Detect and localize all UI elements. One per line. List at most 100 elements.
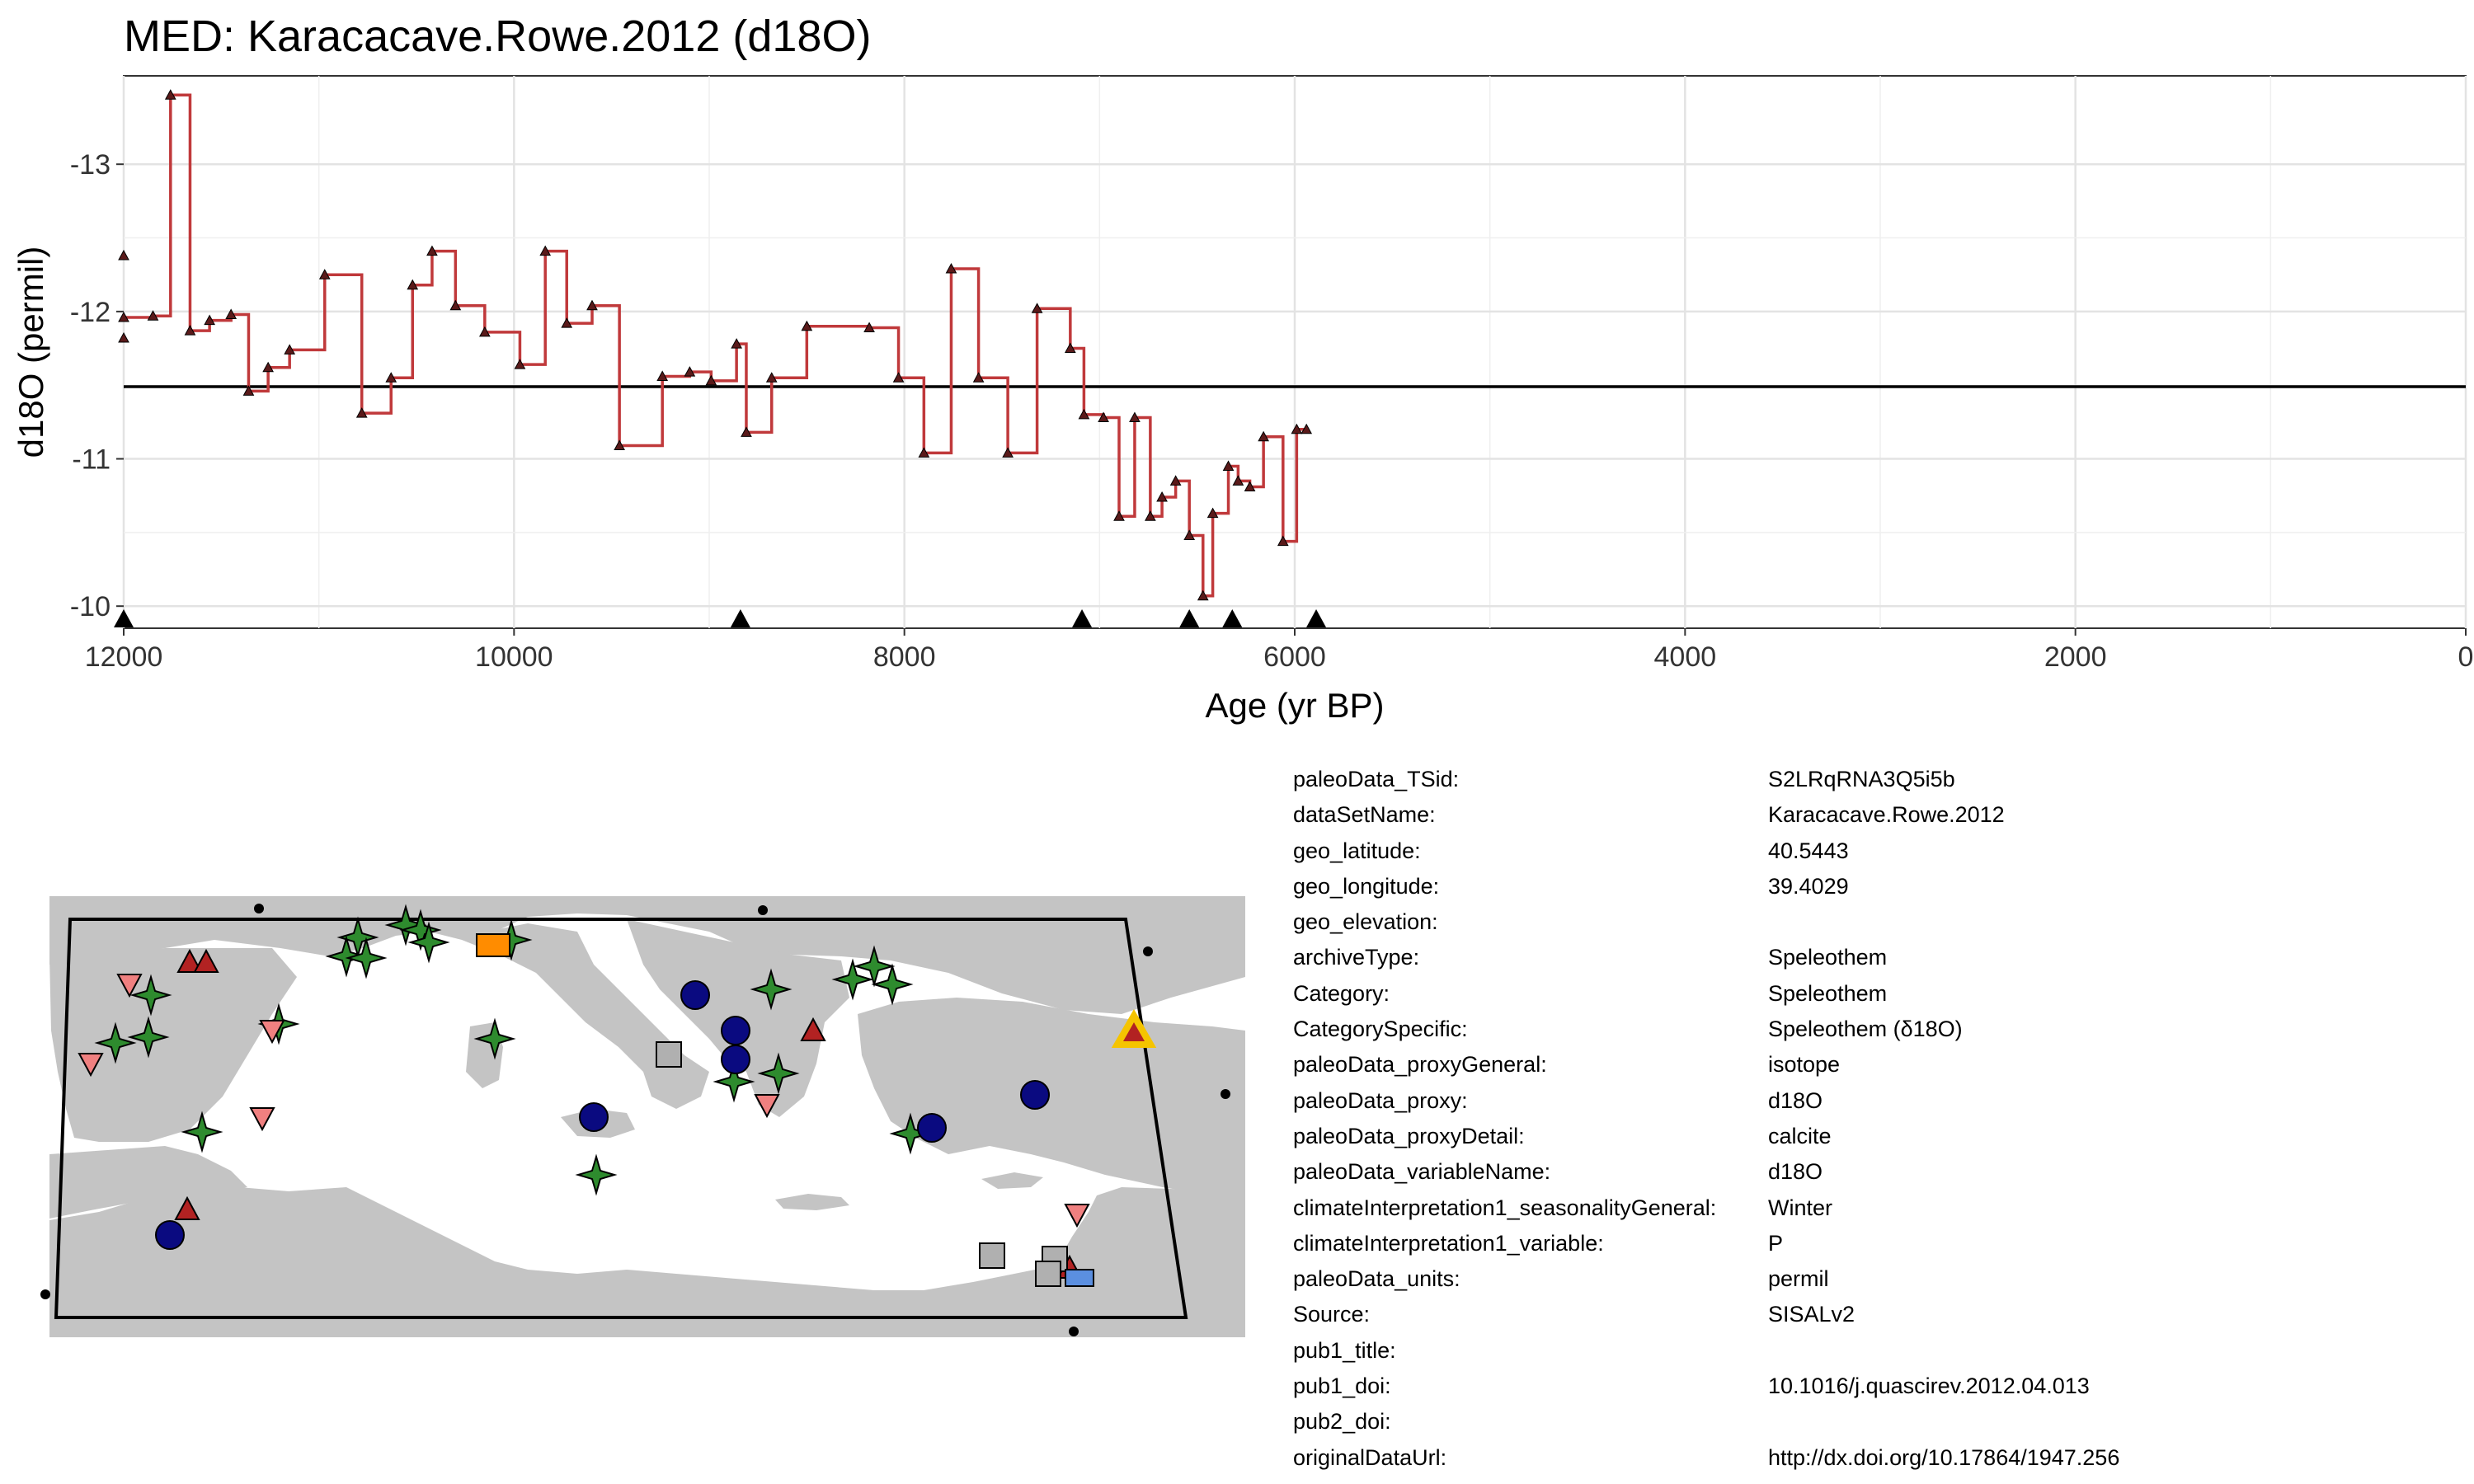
data-series (124, 93, 2466, 598)
data-point (147, 310, 159, 321)
data-point (184, 325, 196, 336)
data-point (1169, 475, 1182, 486)
site-circle (579, 1102, 609, 1132)
data-point (539, 245, 552, 256)
data-point (262, 361, 274, 373)
x-tick-label: 8000 (873, 641, 936, 673)
metadata-key: paleoData_TSid: (1293, 767, 1460, 791)
metadata-value: S2LRqRNA3Q5i5b (1768, 767, 1955, 791)
site-circle (1020, 1080, 1050, 1110)
metadata-value: 39.4029 (1768, 873, 1849, 899)
data-point (118, 331, 129, 343)
data-point (1156, 491, 1168, 502)
metadata-key: pub1_doi: (1293, 1374, 1391, 1399)
site-triangle-down (754, 1094, 780, 1119)
site-circle (917, 1113, 947, 1143)
metadata-value: d18O (1768, 1159, 1823, 1185)
metadata-key: originalDataUrl: (1293, 1444, 1447, 1470)
site-highlight-triangle-core (1123, 1022, 1145, 1041)
site-square (979, 1242, 1005, 1269)
series-step-line (124, 93, 1307, 598)
metadata-key: paleoData_proxyGeneral: (1293, 1052, 1547, 1078)
data-point (1002, 447, 1014, 458)
data-point (586, 299, 598, 311)
age-control-marker (1222, 609, 1243, 627)
age-control-marker (1179, 609, 1200, 627)
land-north-africa-west (49, 1146, 247, 1219)
data-point (741, 426, 752, 437)
metadata-value: permil (1768, 1266, 1829, 1292)
time-series-plot: 12000 10000 8000 6000 4000 2000 0 -13 -12 -11 -10 (70, 75, 2474, 673)
data-point (918, 447, 930, 458)
x-tick-label: 12000 (85, 641, 163, 673)
metadata-value: http://dx.doi.org/10.17864/1947.256 (1768, 1444, 2120, 1470)
metadata-key: geo_longitude: (1293, 873, 1440, 899)
site-star (831, 958, 874, 1001)
metadata-key: geo_elevation: (1293, 909, 1438, 935)
site-half-square (476, 933, 510, 957)
metadata-key: archiveType: (1293, 945, 1420, 970)
metadata-value: 40.5443 (1768, 838, 1849, 863)
metadata-key: CategorySpecific: (1293, 1017, 1468, 1042)
data-point (1078, 408, 1090, 420)
site-triangle-up (800, 1017, 826, 1041)
metadata-value: calcite (1768, 1123, 1832, 1148)
x-tick-label: 4000 (1654, 641, 1717, 673)
metadata-value: Karacacave.Rowe.2012 (1768, 802, 2005, 828)
data-point (426, 245, 438, 256)
data-point (1222, 460, 1235, 471)
land-cyprus (981, 1172, 1043, 1189)
x-tick-label: 0 (2458, 641, 2474, 673)
metadata-key: paleoData_variableName: (1293, 1159, 1551, 1185)
data-point (385, 372, 397, 383)
data-point (801, 320, 813, 331)
metadata-value: SISALv2 (1768, 1302, 1856, 1327)
metadata-key: paleoData_proxyDetail: (1293, 1123, 1525, 1148)
data-point (1232, 475, 1244, 486)
metadata-key: paleoData_proxy: (1293, 1087, 1468, 1113)
map-land (49, 896, 1245, 1337)
site-star (181, 1111, 223, 1153)
site-square (1035, 1261, 1061, 1287)
site-triangle-down (116, 974, 143, 998)
age-control-marker (730, 609, 750, 627)
map-corner-dot (254, 904, 264, 913)
site-triangle-up (176, 948, 203, 973)
site-map (40, 896, 1245, 1337)
map-site-markers (78, 904, 1157, 1287)
data-point (863, 322, 875, 333)
data-point (1277, 535, 1289, 547)
data-point (284, 344, 296, 355)
land-levant-north-africa (49, 1187, 1245, 1337)
site-triangle-down (1064, 1204, 1090, 1228)
data-point (1129, 411, 1141, 423)
age-control-marker (1306, 609, 1327, 627)
data-point (164, 89, 176, 100)
y-tick-label: -13 (70, 149, 111, 181)
site-star (750, 968, 793, 1011)
metadata-key: paleoData_units: (1293, 1266, 1460, 1292)
metadata-key: pub2_doi: (1293, 1409, 1391, 1435)
site-star (757, 1052, 800, 1095)
data-point (972, 372, 985, 383)
grid (122, 76, 2467, 628)
metadata-key: pub1_title: (1293, 1337, 1396, 1363)
data-point (355, 407, 368, 418)
data-point (449, 299, 462, 311)
site-triangle-down (249, 1107, 275, 1132)
metadata-key: Source: (1293, 1302, 1371, 1327)
map-corner-dot (758, 905, 768, 915)
data-point (684, 366, 696, 377)
x-tick-label: 6000 (1263, 641, 1326, 673)
data-point (318, 269, 331, 279)
site-circle (721, 1045, 750, 1074)
x-axis-title: Age (yr BP) (1205, 686, 1384, 725)
metadata-value: Speleothem (1768, 980, 1888, 1006)
site-star (473, 1017, 516, 1060)
data-point (118, 249, 129, 261)
age-control-marker (1072, 609, 1093, 627)
map-corner-dot (1069, 1327, 1079, 1336)
site-star (325, 935, 368, 978)
data-point (1113, 510, 1125, 521)
